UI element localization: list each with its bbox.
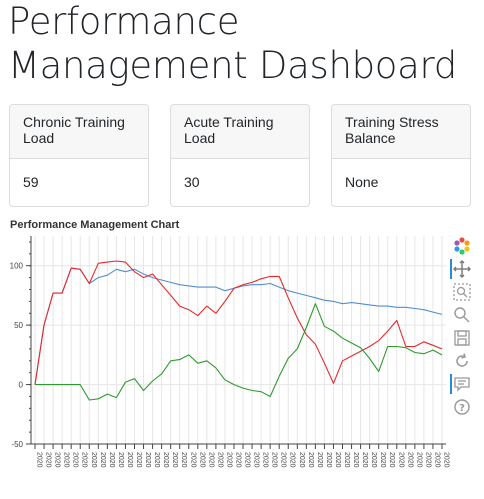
x-tick-label: 2020 <box>45 452 52 468</box>
x-tick-label: 2020 <box>108 452 115 468</box>
page-title: Performance Management Dashboard <box>8 0 457 87</box>
chart-toolbar: ? <box>450 236 476 415</box>
x-tick-label: 2020 <box>253 452 260 468</box>
x-tick-label: 2020 <box>343 452 350 468</box>
y-tick-label: -50 <box>11 440 23 449</box>
x-tick-label: 2020 <box>117 452 124 468</box>
x-tick-label: 2020 <box>36 452 43 468</box>
x-tick-label: 2020 <box>63 452 70 468</box>
card-value: None <box>345 174 379 190</box>
series-line-1 <box>34 267 443 385</box>
x-tick-label: 2020 <box>162 452 169 468</box>
x-tick-label: 2020 <box>81 452 88 468</box>
y-tick-label: 100 <box>10 262 24 271</box>
save-icon[interactable] <box>452 328 474 350</box>
x-tick-label: 2020 <box>325 452 332 468</box>
training-stress-balance-card: Training Stress Balance None <box>331 104 471 207</box>
x-tick-label: 2020 <box>370 452 377 468</box>
x-tick-label: 2020 <box>397 452 404 468</box>
hover-icon[interactable] <box>450 374 474 396</box>
x-tick-label: 2020 <box>244 452 251 468</box>
x-tick-label: 2020 <box>361 452 368 468</box>
x-tick-label: 2020 <box>90 452 97 468</box>
x-tick-label: 2020 <box>54 452 61 468</box>
x-tick-label: 2020 <box>388 452 395 468</box>
series-line-2 <box>34 260 443 385</box>
card-label: Training Stress Balance <box>332 105 470 159</box>
y-tick-label: 50 <box>14 321 23 330</box>
series-line-3 <box>35 303 443 401</box>
wheel-zoom-icon[interactable] <box>452 305 474 327</box>
card-value: 59 <box>23 174 39 190</box>
x-tick-label: 2020 <box>424 452 431 468</box>
card-label: Acute Training Load <box>171 105 309 159</box>
x-tick-label: 2020 <box>352 452 359 468</box>
card-label: Chronic Training Load <box>10 105 148 159</box>
box-zoom-icon[interactable] <box>452 282 474 304</box>
x-tick-label: 2020 <box>135 452 142 468</box>
reset-icon[interactable] <box>452 351 474 373</box>
y-tick-label: 0 <box>19 381 24 390</box>
x-tick-label: 2020 <box>216 452 223 468</box>
x-tick-label: 2020 <box>198 452 205 468</box>
x-tick-label: 2020 <box>234 452 241 468</box>
x-tick-label: 2020 <box>72 452 79 468</box>
x-tick-label: 2020 <box>280 452 287 468</box>
x-tick-label: 2020 <box>316 452 323 468</box>
x-tick-label: 2020 <box>433 452 440 468</box>
x-tick-label: 2020 <box>225 452 232 468</box>
x-tick-label: 2020 <box>144 452 151 468</box>
x-tick-label: 2020 <box>289 452 296 468</box>
pan-icon[interactable] <box>450 259 474 281</box>
x-tick-label: 2020 <box>415 452 422 468</box>
x-tick-label: 2020 <box>271 452 278 468</box>
chart-title: Performance Management Chart <box>10 219 180 231</box>
acute-training-load-card: Acute Training Load 30 <box>170 104 310 207</box>
bokeh-logo-icon[interactable] <box>452 236 474 258</box>
x-tick-label: 2020 <box>189 452 196 468</box>
svg-text:?: ? <box>459 403 465 414</box>
x-tick-label: 2020 <box>126 452 133 468</box>
chronic-training-load-card: Chronic Training Load 59 <box>9 104 149 207</box>
x-tick-label: 2020 <box>207 452 214 468</box>
x-tick-label: 2020 <box>180 452 187 468</box>
x-tick-label: 2020 <box>262 452 269 468</box>
x-tick-label: 2020 <box>443 452 450 468</box>
help-icon[interactable]: ? <box>452 397 474 419</box>
card-value: 30 <box>184 174 200 190</box>
x-tick-label: 2020 <box>334 452 341 468</box>
x-tick-label: 2020 <box>99 452 106 468</box>
x-tick-label: 2020 <box>171 452 178 468</box>
x-tick-label: 2020 <box>379 452 386 468</box>
x-tick-label: 2020 <box>406 452 413 468</box>
x-tick-label: 2020 <box>298 452 305 468</box>
x-tick-label: 2020 <box>153 452 160 468</box>
x-tick-label: 2020 <box>307 452 314 468</box>
